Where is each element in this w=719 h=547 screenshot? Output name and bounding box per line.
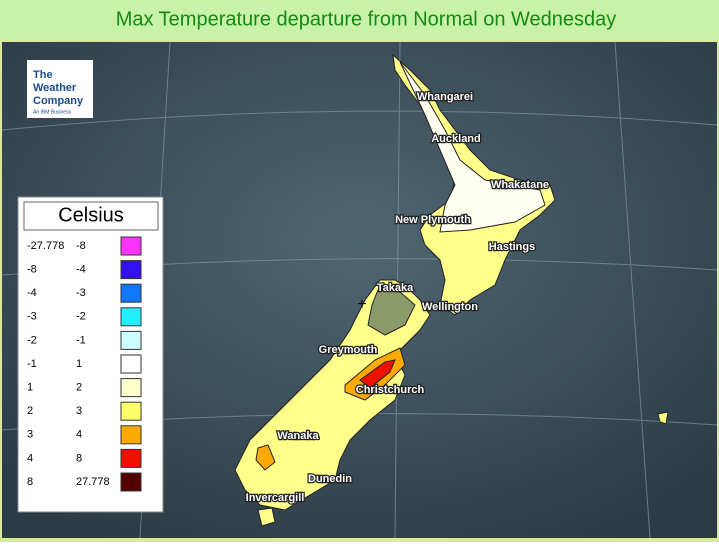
legend-swatch	[120, 472, 142, 492]
legend-swatch	[120, 378, 142, 398]
legend-to: -4	[76, 264, 86, 276]
land	[234, 53, 669, 527]
legend-swatch	[120, 283, 142, 303]
south-island	[234, 279, 431, 511]
title-bar	[0, 0, 719, 40]
cursor-cross: +	[357, 296, 366, 313]
city-labels: Whangarei Auckland Whakatane New Plymouth Ha…	[244, 90, 550, 506]
legend-to: -2	[76, 311, 86, 323]
legend-from: 1	[27, 382, 33, 394]
legend-to: -1	[76, 334, 86, 346]
city-label: Whakatane	[491, 179, 549, 191]
city-label: Whangarei	[417, 91, 473, 103]
legend-swatch	[120, 260, 142, 280]
logo-text: Company	[33, 95, 84, 107]
stewart-island	[257, 507, 276, 527]
legend-header	[23, 201, 159, 231]
legend-from: -3	[27, 311, 37, 323]
legend-title: Celsius	[58, 204, 124, 226]
warm-area	[255, 444, 276, 471]
city-label: Wellington	[422, 301, 478, 313]
legend-from: 2	[27, 405, 33, 417]
city-label: Wanaka	[277, 430, 319, 442]
legend-rows: -27.778 -8 -8 -4 -4 -3 -3 -2 -2 -1 -1 1 1 2 2 3 3 4 4 8 8 27.…	[27, 236, 142, 492]
city-label: Christchurch	[356, 384, 425, 396]
chatham-islands	[657, 411, 669, 425]
legend-to: 2	[76, 382, 82, 394]
legend-to: 8	[76, 452, 82, 464]
legend-swatch	[120, 307, 142, 327]
city-label: Takaka	[377, 282, 414, 294]
legend-from: -1	[27, 358, 37, 370]
city-label: Greymouth	[319, 344, 378, 356]
legend-to: -3	[76, 287, 86, 299]
logo-box	[27, 60, 93, 118]
legend-swatch	[120, 425, 142, 445]
city-label: New Plymouth	[395, 214, 471, 226]
logo-text: Weather	[33, 82, 77, 94]
legend-to: 4	[76, 429, 82, 441]
hot-area	[359, 359, 396, 389]
legend-from: 3	[27, 429, 33, 441]
legend-from: -4	[27, 287, 37, 299]
legend-to: 27.778	[76, 476, 110, 488]
terrain-patch	[367, 289, 416, 336]
legend-to: 3	[76, 405, 82, 417]
title: Max Temperature departure from Normal on…	[116, 8, 617, 30]
legend-from: 8	[27, 476, 33, 488]
legend-to: 1	[76, 358, 82, 370]
legend-swatch	[120, 236, 142, 256]
legend-swatch	[120, 401, 142, 421]
legend-from: -2	[27, 334, 37, 346]
legend-from: 4	[27, 452, 33, 464]
legend-swatch	[120, 330, 142, 350]
city-label: Invercargill	[246, 492, 305, 504]
logo-tagline: An IBM Business	[33, 109, 72, 115]
legend-swatch	[120, 354, 142, 374]
legend-from: -8	[27, 264, 37, 276]
city-label: Dunedin	[308, 473, 352, 485]
north-island-cool	[399, 61, 546, 233]
legend-to: -8	[76, 240, 86, 252]
legend-from: -27.778	[27, 240, 64, 252]
city-label: Hastings	[489, 241, 535, 253]
legend-swatch	[120, 448, 142, 468]
city-label: Auckland	[431, 133, 481, 145]
logo-text: The	[33, 69, 53, 81]
